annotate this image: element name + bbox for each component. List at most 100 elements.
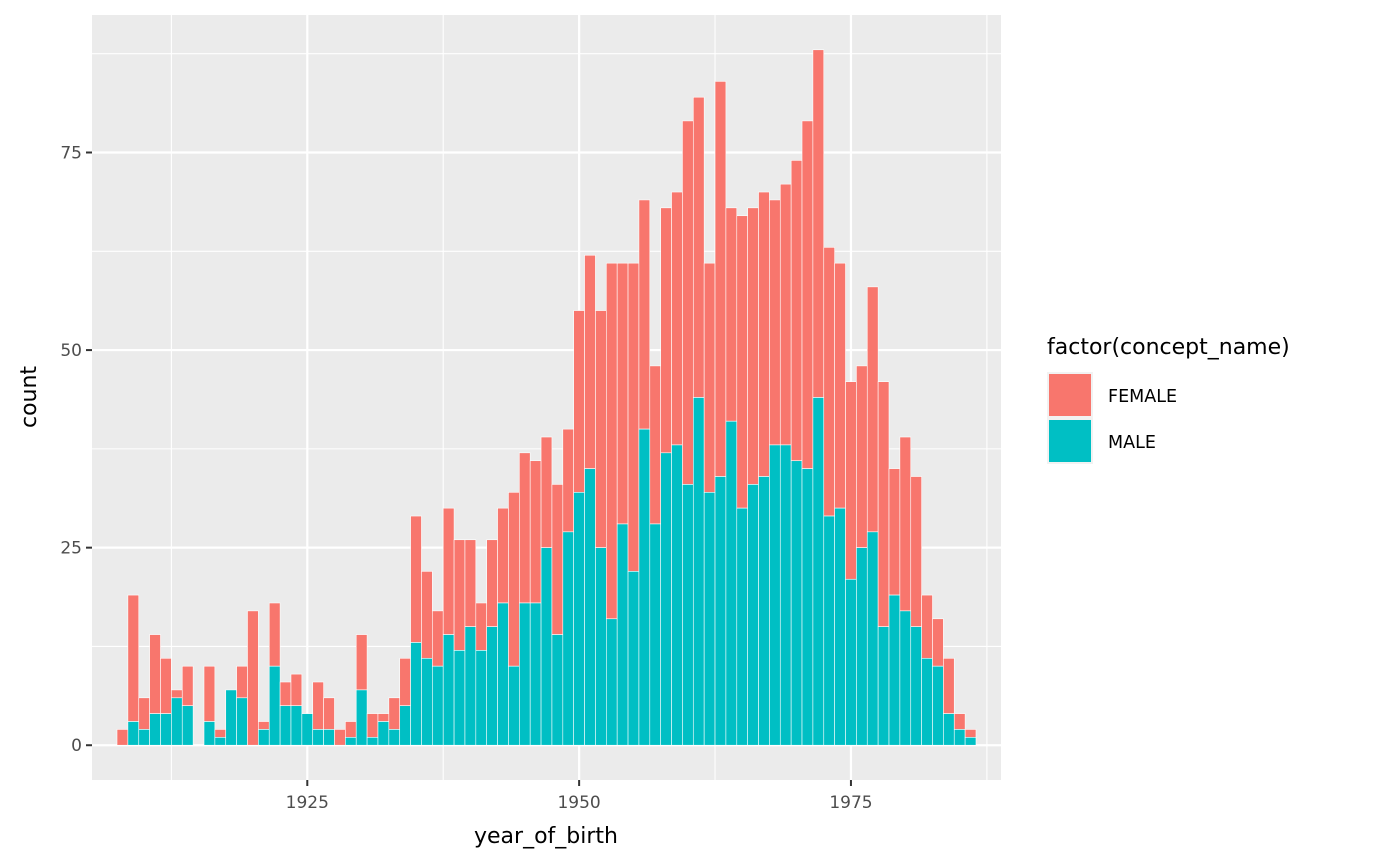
bar-female-1946 [529,460,542,604]
bar-female-1950 [573,310,585,493]
y-axis-title: count [17,366,42,428]
bar-female-1932 [377,713,390,722]
bar-female-1978 [877,381,890,627]
legend: factor(concept_name) FEMALE MALE [1047,335,1290,464]
bar-male-1937 [432,665,444,746]
bar-male-1980 [899,610,912,746]
bar-female-1947 [540,436,553,548]
bar-male-1942 [486,626,498,746]
bar-male-1970 [790,460,803,746]
bar-male-1923 [279,705,292,746]
bar-male-1983 [932,665,944,746]
bar-female-1963 [714,81,727,477]
bar-male-1972 [812,397,825,746]
bar-female-1908 [116,729,129,746]
bar-male-1985 [953,729,966,746]
bar-female-1957 [649,365,661,525]
bar-female-1969 [779,183,792,446]
bar-male-1986 [964,737,977,746]
legend-title: factor(concept_name) [1047,335,1290,360]
bar-female-1955 [627,262,640,572]
bar-male-1961 [692,397,705,746]
x-axis-title: year_of_birth [474,824,618,849]
bar-male-1939 [453,650,466,746]
bar-male-1950 [573,492,585,746]
bar-male-1968 [769,444,781,746]
bar-female-1942 [486,539,498,627]
bar-male-1951 [584,468,596,746]
bar-male-1955 [627,571,640,746]
bar-female-1943 [497,507,509,604]
bar-male-1969 [779,444,792,746]
bar-female-1960 [682,120,694,485]
y-tick-label: 0 [71,736,82,756]
bar-female-1977 [866,286,879,533]
bar-female-1985 [953,713,966,730]
bar-male-1922 [268,665,281,746]
bar-female-1976 [856,365,868,548]
y-axis: 0 25 50 75 [60,144,92,756]
bar-female-1980 [899,436,912,612]
bar-female-1929 [345,721,357,738]
bar-male-1966 [747,484,759,746]
bar-female-1975 [845,381,857,580]
bar-male-1984 [943,713,955,746]
bar-male-1930 [355,689,368,746]
bar-male-1964 [725,420,738,746]
bar-female-1923 [279,681,292,707]
bar-male-1949 [562,531,574,746]
bar-female-1911 [149,634,161,714]
bar-female-1959 [671,191,683,446]
bar-female-1913 [171,689,183,699]
bar-female-1945 [519,452,531,604]
bar-male-1979 [888,594,901,746]
bar-male-1956 [638,428,651,746]
bar-male-1943 [497,602,509,746]
bar-male-1914 [181,705,194,746]
bar-female-1940 [464,539,477,627]
bar-male-1952 [595,547,607,746]
bar-male-1974 [834,507,846,746]
bar-female-1951 [584,254,596,469]
x-tick-label: 1975 [829,793,872,813]
bar-male-1981 [910,626,922,746]
bar-female-1964 [725,207,738,422]
bar-male-1912 [160,713,172,746]
bar-female-1972 [812,49,825,398]
bar-male-1940 [464,626,477,746]
bar-female-1954 [616,262,629,525]
bar-male-1959 [671,444,683,746]
bar-male-1948 [551,634,564,746]
bar-female-1952 [595,310,607,548]
bar-female-1912 [160,657,172,714]
bar-male-1973 [823,515,835,746]
bar-female-1968 [769,199,781,446]
bar-female-1914 [181,665,194,707]
bar-female-1967 [758,191,770,477]
bar-male-1978 [877,626,890,746]
bar-male-1953 [606,618,618,746]
bar-male-1913 [171,697,183,746]
bar-female-1926 [312,681,324,730]
bar-female-1981 [910,476,922,627]
bars [116,49,977,746]
bar-female-1921 [258,721,270,730]
bar-male-1935 [410,642,422,746]
bar-female-1944 [508,492,520,667]
bar-female-1953 [606,262,618,620]
bar-male-1921 [258,729,270,746]
bar-female-1936 [421,571,433,659]
bar-female-1931 [366,713,379,738]
legend-label-male: MALE [1108,433,1156,453]
bar-male-1941 [475,650,487,746]
bar-male-1947 [540,547,553,746]
bar-male-1958 [660,452,672,746]
bar-female-1941 [475,602,487,651]
bar-male-1976 [856,547,868,746]
bar-female-1935 [410,515,422,643]
bar-male-1944 [508,665,520,746]
bar-female-1986 [964,729,977,738]
bar-male-1938 [442,634,455,746]
bar-male-1967 [758,476,770,746]
